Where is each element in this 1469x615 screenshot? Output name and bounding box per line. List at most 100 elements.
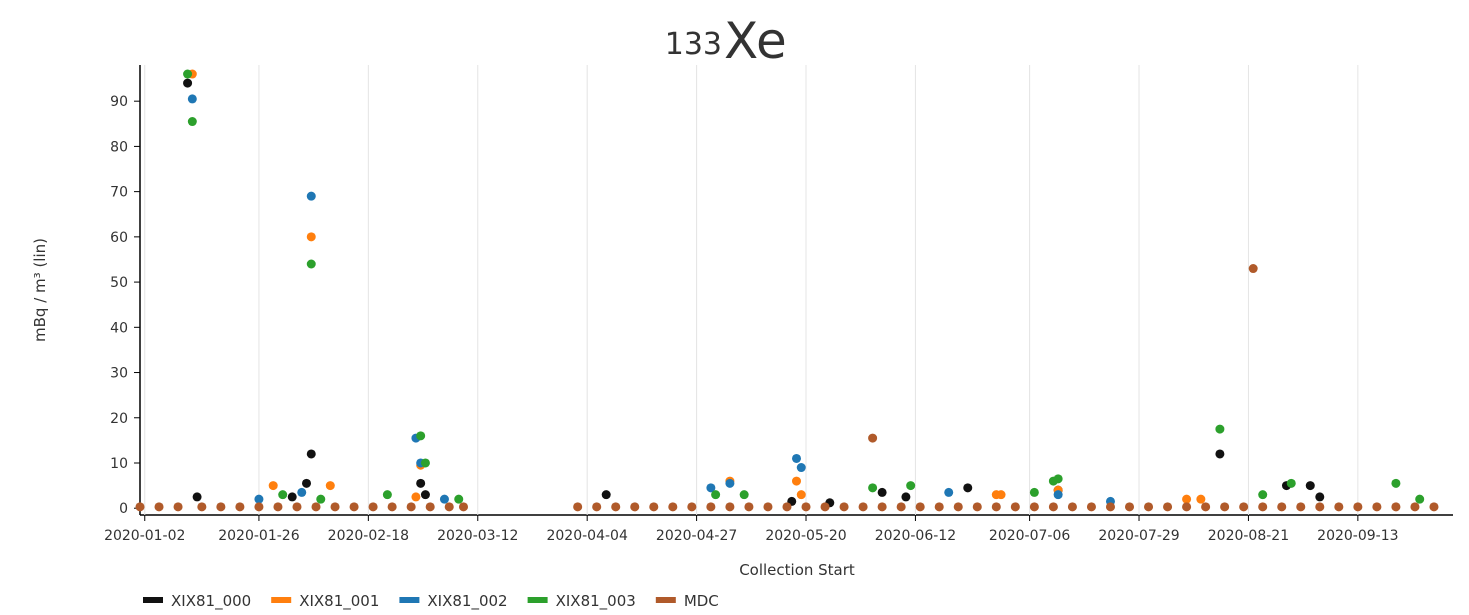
data-point — [306, 449, 316, 459]
x-axis-title: Collection Start — [739, 561, 855, 579]
data-point — [454, 494, 464, 504]
x-tick-label: 2020-03-12 — [437, 528, 518, 544]
data-point — [416, 478, 426, 488]
data-point — [991, 502, 1001, 512]
data-point — [287, 492, 297, 502]
data-point — [187, 94, 197, 104]
data-point — [630, 502, 640, 512]
legend-swatch — [399, 597, 420, 603]
data-point — [330, 502, 340, 512]
data-point — [1334, 502, 1344, 512]
data-point — [1182, 502, 1192, 512]
data-point — [601, 490, 611, 500]
x-tick-label: 2020-05-20 — [765, 528, 846, 544]
data-point — [953, 502, 963, 512]
data-point — [877, 502, 887, 512]
data-point — [420, 458, 430, 468]
data-point — [316, 494, 326, 504]
data-point — [325, 481, 335, 491]
data-point — [278, 490, 288, 500]
data-point — [254, 494, 264, 504]
data-point — [197, 502, 207, 512]
data-point — [972, 502, 982, 512]
y-tick-label: 30 — [110, 366, 128, 382]
data-point — [292, 502, 302, 512]
data-point — [306, 191, 316, 201]
data-point — [306, 259, 316, 269]
data-point — [1029, 502, 1039, 512]
data-point — [1144, 502, 1154, 512]
data-point — [915, 502, 925, 512]
legend-label: XIX81_001 — [299, 592, 379, 611]
data-point — [611, 502, 621, 512]
data-point — [1410, 502, 1420, 512]
data-point — [1053, 490, 1063, 500]
data-point — [311, 502, 321, 512]
data-point — [1196, 494, 1206, 504]
data-point — [1258, 502, 1268, 512]
data-point — [1163, 502, 1173, 512]
legend-label: XIX81_000 — [171, 592, 251, 611]
data-point — [649, 502, 659, 512]
data-point — [763, 502, 773, 512]
data-point — [1067, 502, 1077, 512]
data-point — [592, 502, 602, 512]
y-tick-label: 40 — [110, 320, 128, 336]
x-tick-label: 2020-04-04 — [546, 528, 627, 544]
x-tick-label: 2020-02-18 — [328, 528, 409, 544]
legend-swatch — [271, 597, 292, 603]
x-tick-label: 2020-01-26 — [218, 528, 299, 544]
data-point — [1086, 502, 1096, 512]
x-tick-label: 2020-04-27 — [656, 528, 737, 544]
y-tick-label: 60 — [110, 230, 128, 246]
x-tick-label: 2020-07-29 — [1098, 528, 1179, 544]
title-mass-number: 133 — [665, 27, 722, 62]
data-point — [1053, 474, 1063, 484]
legend-swatch — [143, 597, 163, 603]
data-point — [725, 478, 735, 488]
y-tick-label: 50 — [110, 275, 128, 291]
data-point — [801, 502, 811, 512]
data-point — [368, 502, 378, 512]
legend-label: XIX81_003 — [556, 592, 636, 611]
data-point — [573, 502, 583, 512]
data-point — [187, 117, 197, 127]
data-point — [1258, 490, 1268, 500]
data-point — [306, 232, 316, 242]
x-tick-label: 2020-07-06 — [989, 528, 1070, 544]
data-point — [934, 502, 944, 512]
data-point — [858, 502, 868, 512]
data-point — [1391, 502, 1401, 512]
data-point — [183, 69, 193, 79]
data-point — [268, 481, 278, 491]
data-point — [1105, 502, 1115, 512]
data-point — [1315, 492, 1325, 502]
data-point — [439, 494, 449, 504]
data-point — [1415, 494, 1425, 504]
data-point — [273, 502, 283, 512]
data-point — [1296, 502, 1306, 512]
y-tick-label: 20 — [110, 411, 128, 427]
data-point — [135, 502, 145, 512]
data-point — [1215, 449, 1225, 459]
data-point — [796, 490, 806, 500]
data-point — [420, 490, 430, 500]
data-point — [706, 502, 716, 512]
data-point — [1391, 478, 1401, 488]
x-tick-label: 2020-06-12 — [875, 528, 956, 544]
data-point — [1029, 487, 1039, 497]
data-point — [1429, 502, 1439, 512]
data-point — [1248, 264, 1258, 274]
data-point — [839, 502, 849, 512]
chart-title: Xe — [724, 12, 787, 70]
data-point — [444, 502, 454, 512]
data-point — [1305, 481, 1315, 491]
x-tick-label: 2020-01-02 — [104, 528, 185, 544]
data-point — [458, 502, 468, 512]
y-tick-label: 80 — [110, 139, 128, 155]
data-point — [1010, 502, 1020, 512]
data-point — [1215, 424, 1225, 434]
data-point — [725, 502, 735, 512]
